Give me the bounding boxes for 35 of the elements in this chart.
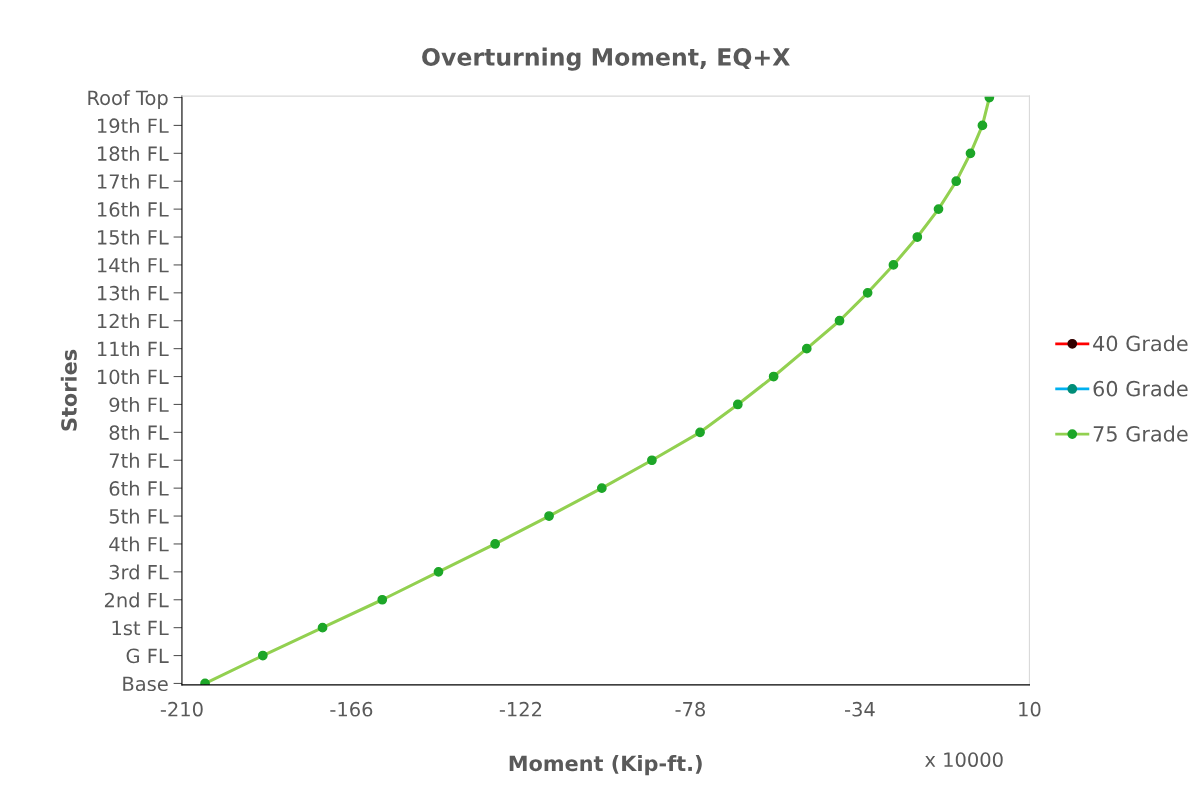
y-tick-label: 7th FL	[109, 452, 169, 468]
y-tick-label: 6th FL	[109, 480, 169, 496]
y-axis-title: Stories	[60, 349, 77, 431]
x-tick-label: -166	[330, 701, 373, 717]
y-tick-label: 16th FL	[98, 201, 169, 217]
y-tick-label: 15th FL	[98, 229, 169, 245]
x-tick-label: -78	[675, 701, 705, 717]
y-tick-label: 17th FL	[98, 173, 169, 189]
legend-label: 60 Grade	[1093, 380, 1188, 397]
x-tick-label: -210	[160, 701, 203, 717]
y-tick-label: 14th FL	[98, 257, 169, 273]
x-tick-label: -122	[499, 701, 542, 717]
y-tick-label: G FL	[126, 648, 169, 664]
y-tick-label: 12th FL	[98, 313, 169, 329]
y-tick-label: 18th FL	[98, 145, 169, 161]
x-tick-label: -34	[845, 701, 875, 717]
y-tick-label: 8th FL	[109, 424, 169, 440]
y-tick-label: 10th FL	[98, 369, 169, 385]
y-tick-label: Roof Top	[88, 90, 168, 109]
y-tick-label: 2nd FL	[104, 592, 169, 608]
legend-label: 75 Grade	[1093, 425, 1188, 442]
y-tick-label: 11th FL	[98, 341, 169, 357]
y-tick-label: 4th FL	[109, 536, 169, 552]
chart-title: Overturning Moment, EQ+X	[422, 47, 790, 71]
text: x 10000	[925, 752, 1003, 768]
y-tick-label: 5th FL	[109, 508, 169, 524]
legend-label: 40 Grade	[1093, 335, 1188, 352]
x-axis-title: Moment (Kip-ft.)	[509, 755, 702, 776]
x-tick-label: 10	[1019, 701, 1041, 717]
y-tick-label: 19th FL	[98, 118, 169, 134]
y-tick-label: Base	[123, 676, 168, 692]
y-tick-label: 9th FL	[109, 397, 169, 413]
y-tick-label: 13th FL	[98, 285, 169, 301]
y-tick-label: 3rd FL	[109, 564, 169, 580]
y-tick-label: 1st FL	[112, 620, 169, 636]
